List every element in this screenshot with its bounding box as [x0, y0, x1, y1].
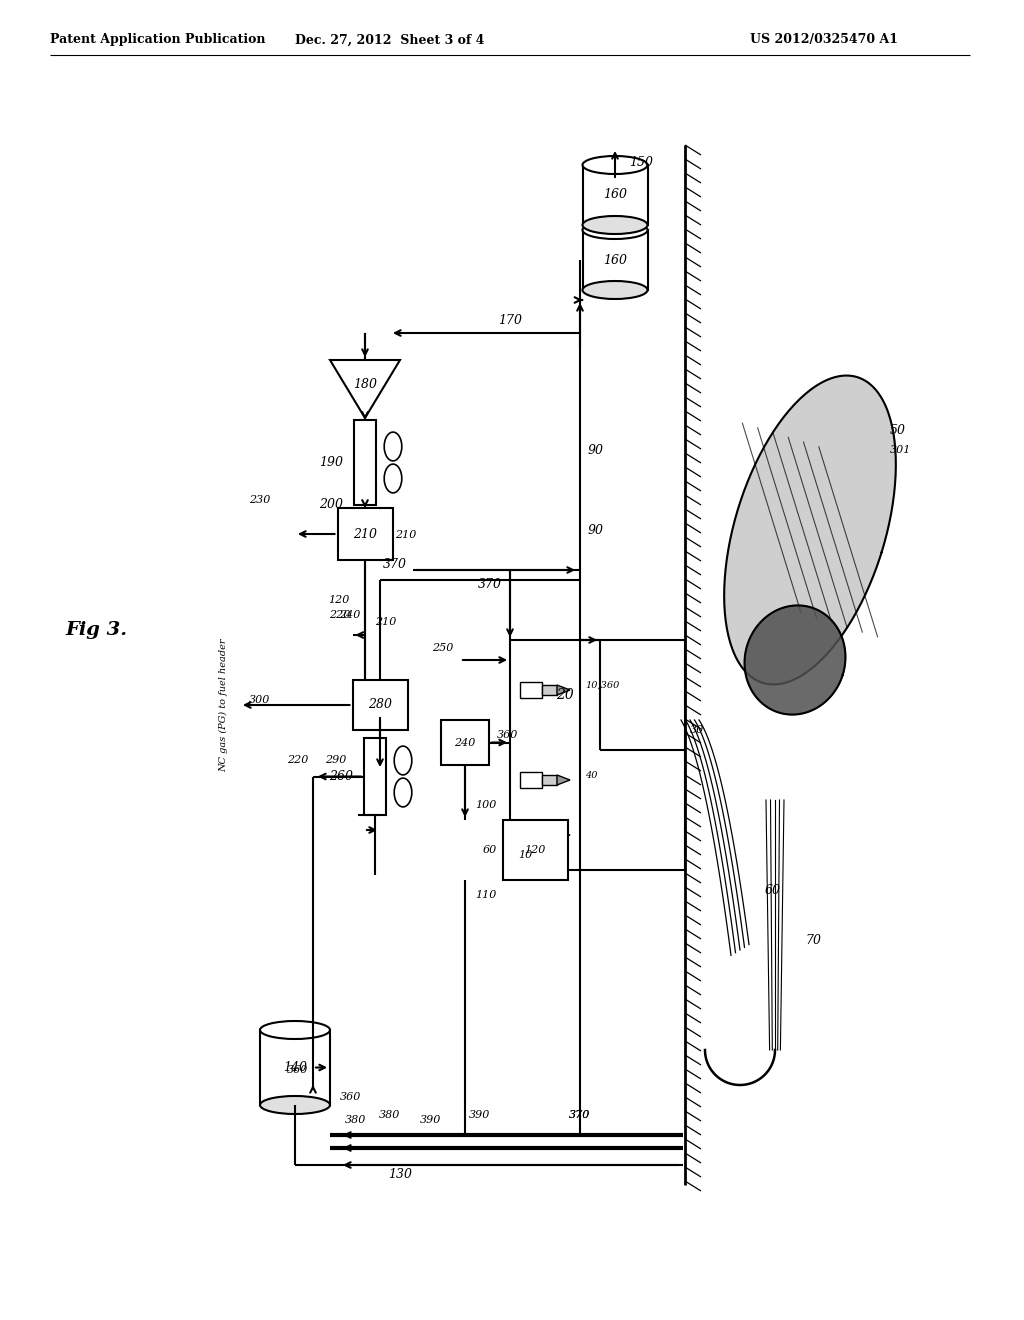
- Text: 60: 60: [765, 883, 781, 896]
- Bar: [503, 820, 567, 880]
- Ellipse shape: [384, 432, 401, 461]
- Polygon shape: [330, 360, 400, 418]
- Bar: [542, 830, 557, 840]
- Text: 120: 120: [329, 595, 350, 605]
- Text: 280: 280: [368, 698, 392, 711]
- Text: 240: 240: [339, 610, 360, 620]
- Text: 360: 360: [497, 730, 518, 739]
- Bar: [338, 508, 392, 560]
- Text: 140: 140: [283, 1061, 307, 1074]
- Text: 50: 50: [890, 424, 906, 437]
- Text: Fig 3.: Fig 3.: [65, 620, 127, 639]
- Text: 90: 90: [588, 444, 604, 457]
- Text: 240: 240: [455, 738, 476, 747]
- Text: 170: 170: [498, 314, 522, 326]
- Text: 200: 200: [319, 499, 343, 511]
- Bar: [352, 680, 408, 730]
- Text: Dec. 27, 2012  Sheet 3 of 4: Dec. 27, 2012 Sheet 3 of 4: [295, 33, 484, 46]
- Bar: [510, 640, 600, 750]
- Text: 260: 260: [329, 770, 353, 783]
- Polygon shape: [557, 775, 570, 785]
- Text: 90: 90: [588, 524, 604, 536]
- Text: 370: 370: [383, 558, 407, 572]
- Ellipse shape: [583, 220, 647, 239]
- Bar: [542, 685, 557, 696]
- Text: Patent Application Publication: Patent Application Publication: [50, 33, 265, 46]
- Text: 370: 370: [569, 1110, 591, 1119]
- Text: 110: 110: [475, 890, 497, 900]
- Text: 210: 210: [375, 616, 396, 627]
- Bar: [520, 772, 542, 788]
- Bar: [520, 828, 542, 843]
- Text: 70: 70: [805, 933, 821, 946]
- Text: 301: 301: [890, 445, 911, 455]
- Ellipse shape: [394, 746, 412, 775]
- Text: 230: 230: [249, 495, 270, 506]
- Text: 210: 210: [395, 531, 417, 540]
- Text: 40: 40: [585, 771, 597, 780]
- Polygon shape: [744, 606, 846, 714]
- Text: 10,360: 10,360: [585, 681, 620, 689]
- Text: 360: 360: [340, 1092, 361, 1102]
- Polygon shape: [557, 685, 570, 696]
- Text: 390: 390: [469, 1110, 490, 1119]
- Text: 390: 390: [420, 1115, 441, 1125]
- Polygon shape: [724, 376, 896, 685]
- Text: 370: 370: [569, 1110, 591, 1119]
- Text: 20: 20: [556, 688, 573, 702]
- Ellipse shape: [260, 1096, 330, 1114]
- Text: NC gas (PG) to fuel header: NC gas (PG) to fuel header: [219, 639, 228, 772]
- Text: 220: 220: [287, 755, 308, 766]
- Text: US 2012/0325470 A1: US 2012/0325470 A1: [750, 33, 898, 46]
- Ellipse shape: [394, 777, 412, 807]
- Text: 290: 290: [325, 755, 346, 766]
- Text: 380: 380: [345, 1115, 367, 1125]
- Text: 190: 190: [319, 455, 343, 469]
- Text: 380: 380: [379, 1110, 400, 1119]
- Text: 210: 210: [353, 528, 377, 540]
- Ellipse shape: [583, 156, 647, 174]
- Text: 10: 10: [518, 850, 532, 861]
- Bar: [583, 165, 647, 224]
- Text: 220: 220: [329, 610, 350, 620]
- Ellipse shape: [384, 465, 401, 492]
- Text: 160: 160: [603, 189, 627, 202]
- Text: 30: 30: [690, 725, 705, 735]
- Text: 300: 300: [249, 696, 270, 705]
- Bar: [520, 682, 542, 698]
- Bar: [441, 719, 489, 766]
- Text: 150: 150: [629, 156, 653, 169]
- Ellipse shape: [260, 1020, 330, 1039]
- Polygon shape: [557, 830, 570, 840]
- Bar: [583, 230, 647, 290]
- Ellipse shape: [583, 281, 647, 300]
- Bar: [364, 738, 386, 814]
- Text: 130: 130: [388, 1168, 412, 1181]
- Text: 360: 360: [287, 1065, 308, 1074]
- Bar: [260, 1030, 330, 1105]
- Text: 60: 60: [482, 845, 497, 855]
- Text: 250: 250: [432, 643, 453, 653]
- Text: 370: 370: [478, 578, 502, 591]
- Ellipse shape: [583, 216, 647, 234]
- Text: 180: 180: [353, 379, 377, 392]
- Bar: [510, 640, 685, 870]
- Text: 100: 100: [475, 800, 497, 810]
- Text: 160: 160: [603, 253, 627, 267]
- Text: 120: 120: [524, 845, 546, 855]
- Bar: [542, 775, 557, 785]
- Bar: [354, 420, 376, 506]
